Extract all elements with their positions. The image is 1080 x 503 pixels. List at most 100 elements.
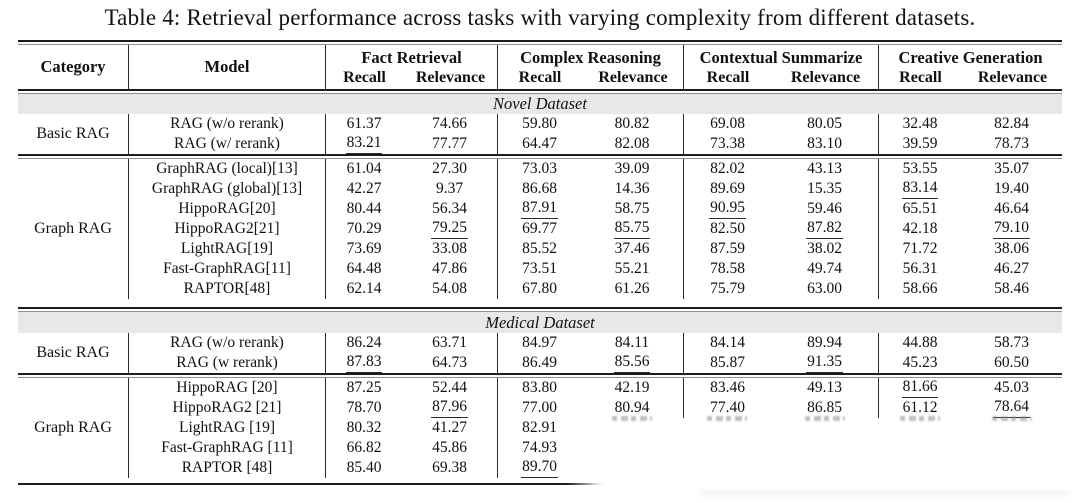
underlined-value: 87.96 [431,398,468,418]
value-cell: 80.82 [614,115,650,132]
value-cell: 49.74 [807,260,842,277]
group-label: Creative Generation [898,47,1043,67]
model-cell: RAPTOR [48] [128,458,325,478]
underlined-value: 91.35 [806,353,843,373]
value-cell: 42.27 [325,179,402,199]
value-cell: 81.66 [878,378,961,398]
value-cell: 38.06 [994,240,1029,257]
category-cell: Basic RAG [36,125,110,142]
value-cell: 61.04 [325,159,402,179]
value-cell: 63.00 [807,280,842,297]
model-cell: LightRAG[19] [128,239,325,259]
value-cell: 69.08 [683,114,771,134]
value-cell: 78.58 [683,259,771,279]
value-cell: 65.51 [878,199,961,219]
underlined-value: 85.75 [613,219,651,239]
value-cell: 78.64 [961,398,1062,418]
underlined-value: 89.70 [521,458,558,478]
value-cell: 37.46 [614,240,650,257]
value-cell: 46.64 [994,200,1029,217]
value-cell: 86.49 [497,353,581,373]
group-subheaders: Recall Relevance [326,68,497,87]
value-cell: 73.51 [497,259,581,279]
model-cell: Fast-GraphRAG[11] [128,259,325,279]
value-cell: 58.75 [614,200,650,217]
value-cell [683,416,771,438]
value-cell: 83.14 [878,179,961,199]
subcol-header-recall: Recall [899,68,942,86]
table-rule [18,40,1062,45]
value-cell: 14.36 [614,180,650,197]
value-cell [771,458,878,478]
value-cell: 58.66 [878,279,961,299]
model-cell: GraphRAG (local)[13] [128,159,325,179]
value-cell: 64.48 [325,259,402,279]
value-cell: 90.95 [683,199,771,219]
subcol-header-recall: Recall [518,68,562,86]
value-cell [683,458,771,478]
subcol-header-relevance: Relevance [977,68,1048,86]
table-caption: Table 4: Retrieval performance across ta… [104,5,976,30]
value-cell: 41.27 [432,419,467,436]
value-cell [878,438,961,458]
value-cell: 85.87 [683,353,771,373]
group-subheaders: Recall Relevance [879,68,1062,87]
value-cell [581,416,683,438]
model-cell: HippoRAG [20] [128,378,325,398]
value-cell: 71.72 [878,239,961,259]
value-cell: 38.02 [807,240,842,257]
value-cell: 63.71 [432,334,467,351]
model-cell: Fast-GraphRAG [11] [128,438,325,458]
value-cell: 82.91 [497,418,581,438]
value-cell: 59.46 [807,200,842,217]
value-cell: 64.73 [432,354,467,371]
value-cell: 85.40 [325,458,402,478]
value-cell: 9.37 [435,180,464,197]
underlined-value: 90.95 [709,199,746,219]
column-header-category: Category [40,57,106,76]
value-cell: 80.94 [614,399,650,416]
group-subheaders: Recall Relevance [684,68,878,87]
value-cell: 15.35 [807,180,842,197]
value-cell: 69.77 [497,219,581,239]
value-cell: 91.35 [771,353,878,373]
value-cell: 89.70 [497,458,581,478]
value-cell: 66.82 [325,438,402,458]
value-cell [878,458,961,478]
model-cell: HippoRAG2[21] [128,219,325,239]
underlined-value: 83.14 [901,179,939,199]
value-cell: 80.05 [807,115,842,132]
value-cell: 42.18 [878,219,961,239]
table-rule [18,89,1062,94]
value-cell: 61.37 [325,114,402,134]
value-cell: 69.38 [432,459,467,476]
value-cell [771,438,878,458]
value-cell: 54.08 [432,280,467,297]
value-cell: 86.85 [807,399,842,416]
value-cell: 73.69 [325,239,402,259]
table-section-medical-dataset-graph-rag: Graph RAG HippoRAG [20] 87.25 52.44 83.80 42.… [18,378,1062,478]
table-section-medical-dataset-basic-rag: Basic RAG RAG (w/o rerank) 86.24 63.71 84.97… [18,333,1062,373]
value-cell: 84.97 [497,333,581,353]
underlined-value: 81.66 [901,378,939,398]
model-cell: GraphRAG (global)[13] [128,179,325,199]
value-cell: 83.46 [683,378,771,398]
spacer [18,299,1062,307]
group-subheaders: Recall Relevance [498,68,683,87]
value-cell: 74.66 [432,115,467,132]
table-section-novel-dataset-graph-rag: Graph RAG GraphRAG (local)[13] 61.04 27.30 7… [18,159,1062,299]
value-cell: 45.86 [432,439,467,456]
value-cell: 44.88 [878,333,961,353]
value-cell: 77.77 [432,135,467,152]
value-cell [961,416,1062,438]
value-cell: 56.31 [878,259,961,279]
table-header-row: Category Model Fact Retrieval Recall Relevan… [18,45,1062,89]
value-cell: 58.46 [994,280,1029,297]
group-header-fact-retrieval: Fact Retrieval Recall Relevance [325,45,497,89]
underlined-value: 87.82 [806,219,843,239]
value-cell: 83.10 [807,135,842,152]
value-cell: 27.30 [432,160,467,177]
column-header-model: Model [128,45,325,89]
value-cell: 60.50 [994,354,1029,371]
value-cell: 78.70 [325,398,402,418]
